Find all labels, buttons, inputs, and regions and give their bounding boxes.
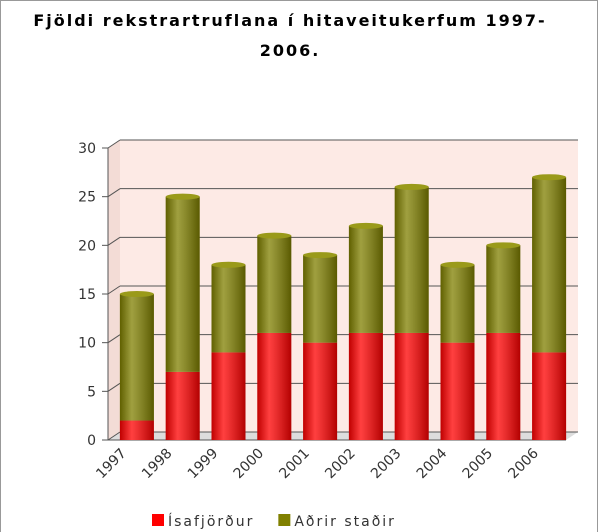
grid-line: [107, 334, 121, 344]
bar-shade: [119, 294, 154, 421]
bar-shade: [303, 255, 338, 343]
bar-shade: [486, 245, 521, 333]
x-tick-label: 2002: [322, 446, 359, 483]
bar-top: [119, 291, 154, 297]
y-tick-label: 20: [78, 238, 96, 254]
grid-line: [107, 139, 121, 149]
y-tick-label: 0: [87, 433, 96, 449]
bar-top: [211, 261, 246, 268]
x-tick-label: 2001: [276, 446, 313, 483]
bar-top: [440, 261, 475, 268]
bar-shade: [532, 177, 567, 353]
bar-shade: [119, 420, 154, 440]
bar-top: [532, 174, 567, 181]
x-tick-label: 1998: [139, 446, 176, 483]
bar-top: [303, 252, 338, 259]
bar-shade: [211, 352, 246, 440]
bar-shade: [486, 332, 521, 440]
bar-shade: [440, 342, 475, 440]
x-tick-label: 2005: [460, 446, 497, 483]
chart-title: Fjöldi rekstrartruflana í hitaveitukerfu…: [33, 11, 547, 60]
bar-top: [348, 222, 383, 229]
bar-shade: [348, 225, 383, 333]
x-tick-label: 2004: [414, 445, 451, 482]
x-tick-label: 1999: [185, 446, 222, 483]
bar-shade: [165, 196, 200, 372]
x-tick-label: 2000: [231, 446, 268, 483]
bar-top: [165, 193, 200, 200]
x-tick-label: 1997: [93, 446, 130, 483]
grid-line: [107, 285, 121, 295]
x-tick-label: 2003: [368, 446, 405, 483]
x-tick-label: 2006: [505, 445, 542, 482]
y-tick-label: 30: [78, 141, 96, 157]
bar-shade: [257, 235, 292, 333]
bar-shade: [348, 332, 383, 440]
y-tick-label: 25: [78, 190, 96, 206]
y-tick-label: 10: [78, 336, 96, 352]
y-tick-label: 5: [87, 384, 96, 400]
bar-shade: [303, 342, 338, 440]
legend-swatch: [278, 514, 291, 526]
bar-shade: [440, 264, 475, 343]
grid-line: [107, 431, 121, 441]
grid-line: [107, 236, 121, 246]
legend-label: Ísafjörður: [168, 513, 254, 530]
bar-top: [394, 183, 429, 190]
bar-shade: [165, 371, 200, 440]
bar-shade: [257, 332, 292, 440]
legend-label: Aðrir staðir: [294, 514, 396, 530]
bar-shade: [394, 186, 429, 333]
bar-shade: [532, 352, 567, 440]
bar-shade: [211, 264, 246, 353]
bar-top: [486, 242, 521, 249]
grid-line: [107, 382, 121, 392]
bar-top: [257, 232, 292, 239]
grid-line: [107, 188, 121, 198]
bar-shade: [394, 332, 429, 440]
legend-swatch: [152, 514, 164, 526]
y-tick-label: 15: [78, 287, 96, 303]
